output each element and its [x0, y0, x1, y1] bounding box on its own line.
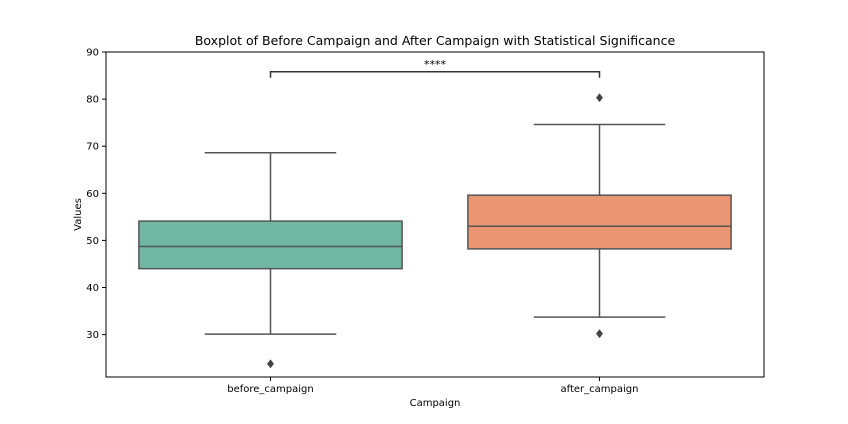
- y-tick-label: 70: [86, 142, 99, 153]
- y-tick-label: 60: [86, 189, 99, 200]
- chart-title: Boxplot of Before Campaign and After Cam…: [195, 33, 676, 48]
- y-axis: 30 40 50 60 70 80 90: [86, 48, 106, 341]
- y-tick-label: 80: [86, 95, 99, 106]
- x-tick-label: after_campaign: [561, 384, 639, 395]
- box-series: [138, 93, 732, 369]
- significance-annotation: ****: [269, 58, 601, 78]
- box-iqr: [138, 220, 403, 270]
- box-before_campaign: [138, 152, 403, 369]
- x-axis: before_campaign after_campaign: [227, 377, 638, 395]
- y-axis-label: Values: [73, 198, 84, 231]
- significance-label: ****: [424, 58, 447, 71]
- outlier-point: [266, 359, 275, 369]
- x-axis-label: Campaign: [410, 398, 461, 409]
- outlier-point: [595, 93, 604, 103]
- significance-bracket: [269, 71, 601, 78]
- y-tick-label: 90: [86, 48, 99, 59]
- y-tick-label: 30: [86, 330, 99, 341]
- y-tick-label: 50: [86, 236, 99, 247]
- y-tick-label: 40: [86, 283, 99, 294]
- box-after_campaign: [467, 93, 732, 339]
- plot-frame: [105, 51, 765, 378]
- x-tick-label: before_campaign: [227, 384, 314, 395]
- box-iqr: [467, 194, 732, 250]
- outlier-point: [595, 329, 604, 339]
